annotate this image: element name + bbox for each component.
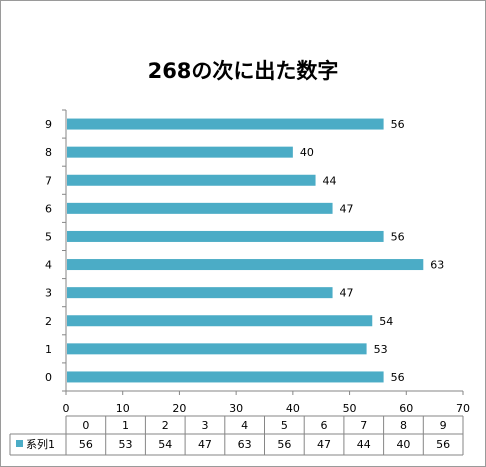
table-value-6: 47 [317,438,331,451]
data-label-7: 44 [323,174,337,187]
y-tick-label-0: 0 [45,371,52,384]
data-label-4: 63 [430,259,444,272]
table-header-6: 6 [321,419,328,432]
data-label-1: 53 [374,343,388,356]
y-tick-label-8: 8 [45,146,52,159]
table-value-8: 40 [396,438,410,451]
x-tick-label-40: 40 [286,402,300,415]
bar-6 [67,202,333,214]
table-value-1: 53 [119,438,133,451]
table-value-5: 56 [277,438,291,451]
bar-8 [67,146,293,158]
table-value-9: 56 [436,438,450,451]
table-header-8: 8 [400,419,407,432]
plot-area: 0 56 1 53 2 54 3 47 4 63 5 56 6 47 7 44 8 40 9 56 0 10 20 30 40 5… [45,109,470,415]
bar-5 [67,230,384,242]
data-label-8: 40 [300,146,314,159]
x-tick-label-50: 50 [343,402,357,415]
y-tick-label-6: 6 [45,202,52,215]
bar-9 [67,118,384,130]
table-value-4: 63 [238,438,252,451]
table-header-3: 3 [201,419,208,432]
x-tick-label-0: 0 [63,402,70,415]
data-label-0: 56 [391,371,405,384]
chart-title: 268の次に出た数字 [148,59,339,83]
legend-key [16,440,23,447]
data-label-9: 56 [391,118,405,131]
data-table: 0 56 1 53 2 54 3 47 4 63 5 56 6 47 7 44 8 40 9 56 系列1 [9,415,464,456]
y-tick-label-9: 9 [45,118,52,131]
data-label-5: 56 [391,230,405,243]
x-tick-label-30: 30 [229,402,243,415]
x-tick-label-60: 60 [399,402,413,415]
bar-4 [67,259,424,271]
table-value-7: 44 [357,438,371,451]
y-tick-label-4: 4 [45,259,52,272]
bar-1 [67,343,367,355]
table-header-1: 1 [122,419,129,432]
data-label-3: 47 [340,287,354,300]
bar-7 [67,174,316,186]
table-header-2: 2 [162,419,169,432]
table-value-0: 56 [79,438,93,451]
series-name: 系列1 [26,437,55,451]
data-label-2: 54 [379,315,393,328]
table-value-2: 54 [158,438,172,451]
x-tick-label-20: 20 [172,402,186,415]
table-header-9: 9 [440,419,447,432]
y-tick-label-3: 3 [45,287,52,300]
bar-2 [67,315,373,327]
x-tick-label-10: 10 [116,402,130,415]
table-value-3: 47 [198,438,212,451]
y-tick-label-5: 5 [45,230,52,243]
table-header-5: 5 [281,419,288,432]
bar-3 [67,287,333,299]
table-header-4: 4 [241,419,248,432]
data-label-6: 47 [340,202,354,215]
x-tick-label-70: 70 [456,402,470,415]
y-tick-label-1: 1 [45,343,52,356]
bar-0 [67,371,384,383]
y-tick-label-2: 2 [45,315,52,328]
y-tick-label-7: 7 [45,174,52,187]
table-header-7: 7 [360,419,367,432]
table-header-0: 0 [82,419,89,432]
